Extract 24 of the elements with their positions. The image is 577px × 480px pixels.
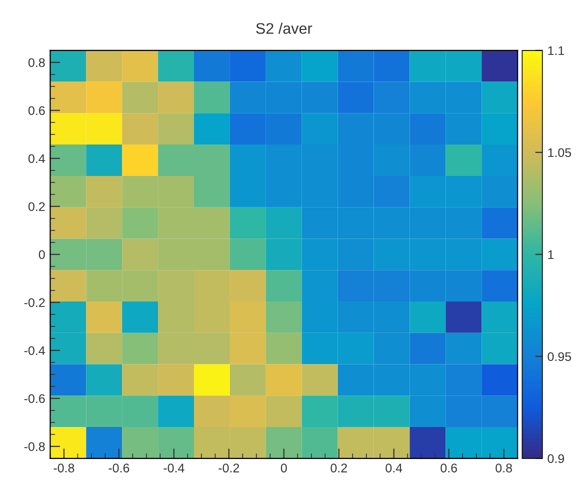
y-tick-label: 0: [38, 250, 45, 260]
x-tick-label: -0.8: [54, 464, 74, 472]
y-tick-label: 0.6: [28, 106, 45, 116]
color-bar-label: 0.95: [548, 352, 572, 362]
y-tick-label: 0.2: [28, 202, 45, 212]
x-tick-label: 0.6: [440, 464, 457, 472]
color-bar-label: 1.1: [548, 46, 564, 55]
color-bar-label: 1.05: [548, 148, 572, 158]
y-tick-label: -0.2: [24, 298, 45, 308]
x-tick-label: -0.2: [218, 464, 240, 472]
y-tick-label: -0.4: [24, 346, 45, 356]
x-tick-label: 0.2: [330, 464, 347, 472]
y-tick-label: -0.6: [24, 394, 45, 404]
y-tick-label: 0.8: [28, 58, 45, 68]
y-tick-label: 0.4: [28, 154, 45, 164]
color-bar-label: 1: [548, 250, 554, 259]
y-tick-label: -0.8: [24, 442, 45, 452]
chart-title: S2 /aver: [256, 22, 312, 34]
x-tick-label: 0.4: [386, 464, 402, 472]
x-tick-label: -0.6: [108, 464, 130, 472]
x-tick-label: -0.4: [164, 464, 184, 472]
x-tick-label: 0: [280, 464, 287, 472]
color-bar-label: 0.9: [548, 454, 564, 464]
x-tick-label: 0.8: [496, 464, 512, 472]
